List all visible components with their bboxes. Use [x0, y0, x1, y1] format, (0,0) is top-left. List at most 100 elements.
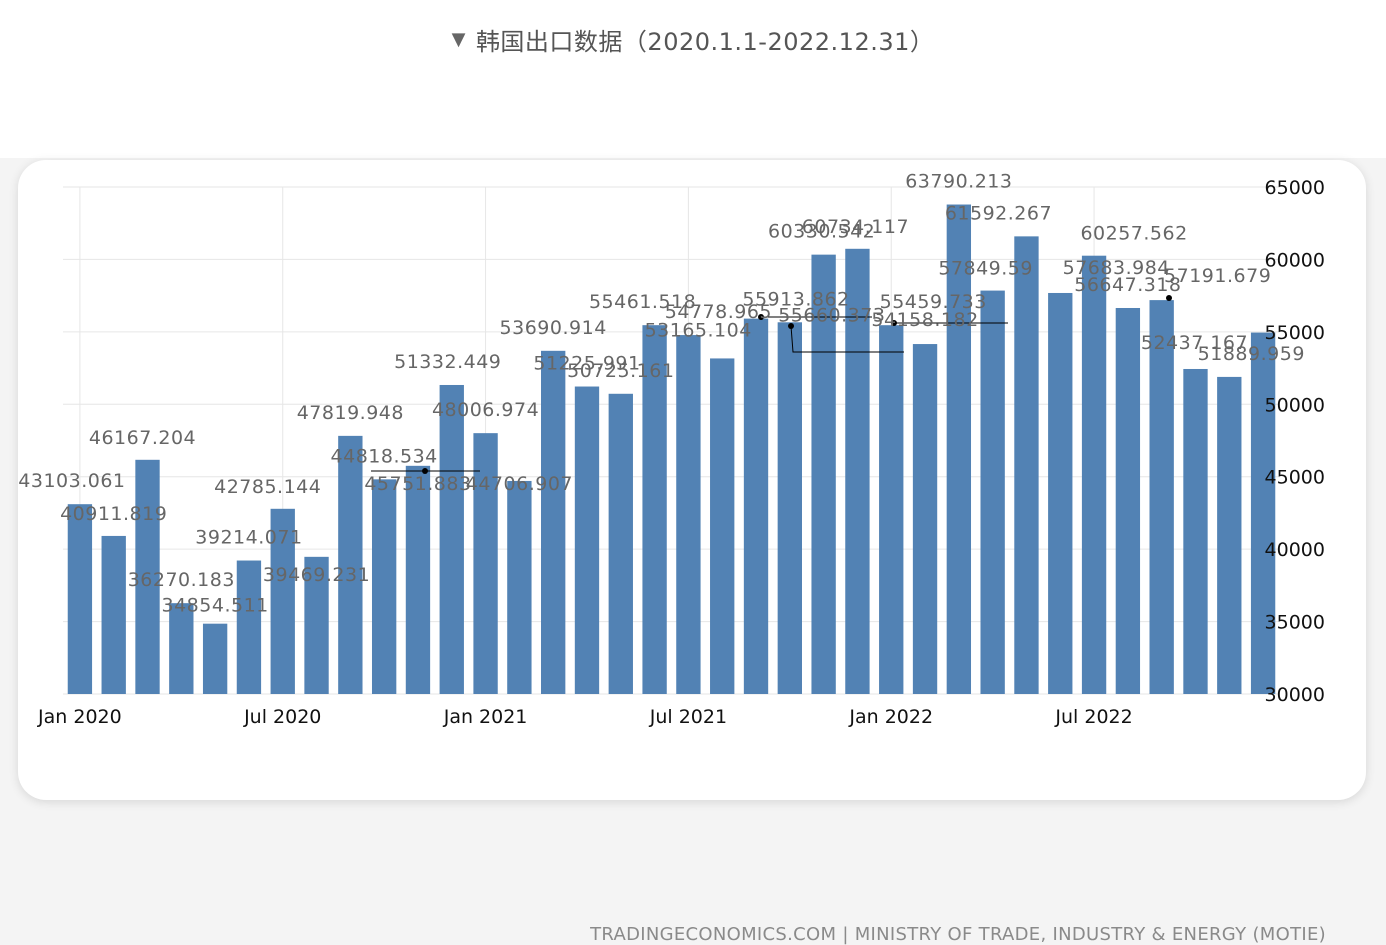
bar: [946, 204, 972, 694]
bar: [811, 254, 836, 694]
data-label: 36270.183: [128, 569, 235, 591]
chart-card: 43103.061 40911.819 46167.204 36270.183 3485…: [18, 160, 1366, 945]
bar: [608, 393, 633, 694]
y-tick-label: 60000: [1265, 249, 1325, 271]
bar: [1014, 236, 1039, 694]
data-label: 57683.984: [1063, 257, 1170, 279]
bar: [371, 479, 397, 694]
bar: [169, 603, 194, 694]
x-tick-label: Jul 2021: [649, 706, 727, 728]
data-label: 51225.991: [533, 353, 640, 375]
y-tick-label: 55000: [1265, 322, 1325, 344]
bar: [67, 504, 93, 694]
data-label: 51332.449: [394, 351, 501, 373]
y-tick-label: 65000: [1265, 177, 1325, 199]
data-label: 61592.267: [945, 202, 1052, 224]
bar: [777, 322, 802, 694]
data-label: 39214.071: [195, 527, 302, 549]
data-label: 45751.883: [364, 473, 471, 495]
bar: [1250, 332, 1276, 694]
bar: [1149, 300, 1174, 694]
bar: [912, 344, 938, 694]
data-label: 34854.511: [162, 595, 269, 617]
triangle-down-icon[interactable]: ▼: [451, 28, 466, 50]
data-label: 54778.965: [665, 301, 772, 323]
bar: [1183, 368, 1208, 694]
leader-dot: [422, 468, 428, 474]
bar: [338, 435, 363, 694]
source-credit: TRADINGECONOMICS.COM | MINISTRY OF TRADE…: [590, 924, 1326, 945]
bar: [574, 386, 600, 694]
data-label: 55461.518: [589, 291, 696, 313]
data-label: 40911.819: [60, 503, 167, 525]
data-label: 53690.914: [500, 317, 607, 339]
bar: [743, 318, 769, 694]
data-label: 43103.061: [18, 470, 125, 492]
data-label: 63790.213: [905, 171, 1012, 193]
page-heading[interactable]: ▼ 韩国出口数据（2020.1.1-2022.12.31）: [0, 0, 1386, 78]
bar: [845, 248, 870, 694]
y-tick-label: 50000: [1265, 394, 1325, 416]
bar: [1217, 376, 1242, 694]
data-label: 55660.373: [778, 304, 885, 326]
data-label: 60330.542: [768, 221, 875, 243]
data-label: 55459.733: [880, 291, 987, 313]
bar: [236, 560, 262, 694]
y-axis: 30000 35000 40000 45000 50000 55000 60000 65000: [1265, 177, 1325, 706]
leader-line: [790, 325, 904, 353]
bar: [405, 465, 431, 694]
bar: [202, 623, 228, 694]
data-label: 51889.959: [1198, 343, 1305, 365]
data-label: 39469.231: [263, 564, 370, 586]
bar: [710, 358, 735, 694]
data-label: 50725.161: [567, 360, 674, 382]
leader-dot: [1166, 295, 1172, 301]
bar: [1115, 307, 1141, 694]
data-label: 57191.679: [1164, 265, 1271, 287]
data-label: 55913.862: [742, 289, 849, 311]
bar: [101, 535, 126, 694]
leader-dot: [788, 323, 794, 329]
label-leader-lines: [371, 295, 1172, 474]
data-label: 54158.182: [871, 309, 978, 331]
data-label: 52437.167: [1141, 332, 1248, 354]
data-label: 60734.117: [802, 216, 909, 238]
bar: [304, 556, 329, 694]
data-label: 57849.59: [938, 258, 1033, 280]
bar: [980, 290, 1005, 694]
bar: [135, 459, 160, 694]
y-tick-label: 40000: [1265, 539, 1325, 561]
bar: [270, 508, 295, 694]
bar: [879, 325, 904, 694]
data-label: 44706.907: [466, 473, 573, 495]
leader-dot: [758, 314, 764, 320]
y-tick-label: 45000: [1265, 467, 1325, 489]
bar: [1081, 255, 1107, 694]
bar: [676, 335, 701, 694]
data-labels: 43103.061 40911.819 46167.204 36270.183 3485…: [18, 171, 1305, 617]
data-label: 53165.104: [645, 319, 752, 341]
data-label: 42785.144: [214, 476, 321, 498]
y-tick-label: 35000: [1265, 612, 1325, 634]
bar: [473, 433, 498, 694]
x-tick-label: Jan 2021: [443, 706, 528, 728]
bar: [541, 350, 566, 694]
bar-chart: 43103.061 40911.819 46167.204 36270.183 3485…: [18, 171, 1325, 728]
x-axis: Jan 2020 Jul 2020 Jan 2021 Jul 2021 Jan 2022…: [37, 706, 1133, 728]
spacer-band: [0, 78, 1386, 158]
x-tick-label: Jul 2022: [1054, 706, 1132, 728]
leader-dot: [891, 320, 897, 326]
bar: [507, 480, 532, 694]
bars: [67, 204, 1276, 694]
bar: [1048, 292, 1073, 694]
x-tick-label: Jan 2022: [848, 706, 933, 728]
data-label: 44818.534: [331, 445, 438, 467]
x-tick-label: Jan 2020: [37, 706, 122, 728]
bar: [439, 384, 464, 694]
bar: [642, 325, 667, 694]
data-label: 46167.204: [89, 427, 196, 449]
data-label: 47819.948: [297, 402, 404, 424]
y-tick-label: 30000: [1265, 684, 1325, 706]
data-label: 48006.974: [432, 399, 539, 421]
page-title: 韩国出口数据（2020.1.1-2022.12.31）: [475, 27, 935, 56]
